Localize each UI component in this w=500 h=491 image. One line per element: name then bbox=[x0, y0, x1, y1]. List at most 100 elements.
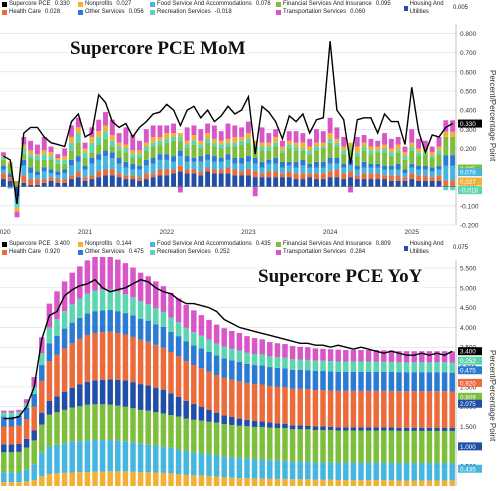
bar-segment-financial bbox=[320, 430, 326, 463]
bar-segment-financial bbox=[266, 150, 272, 160]
bar-segment-transportation bbox=[116, 133, 122, 143]
bar-segment-food bbox=[403, 463, 410, 481]
bar-segment-nonprofits bbox=[191, 475, 197, 486]
x-tick-label: 2023 bbox=[241, 229, 256, 236]
bar-segment-healthcare bbox=[184, 169, 190, 174]
bar-segment-financial bbox=[221, 424, 227, 457]
legend-value: 0.005 bbox=[452, 5, 468, 11]
bar-segment-healthcare bbox=[341, 173, 347, 180]
value-tag-box bbox=[458, 366, 482, 375]
bar-segment-transportation bbox=[130, 135, 136, 151]
bar-segment-financial bbox=[115, 405, 121, 441]
bar-segment-housing bbox=[289, 425, 296, 430]
value-tag-label: 0.435 bbox=[460, 466, 476, 473]
bar-segment-financial bbox=[28, 158, 34, 168]
bar-segment-transportation bbox=[107, 255, 113, 290]
bar-segment-nonprofits bbox=[99, 471, 106, 486]
legend-item-recreation: Recreation Services 0.252 bbox=[150, 248, 230, 256]
bar-segment-food bbox=[191, 452, 197, 476]
legend-value: 0.056 bbox=[128, 9, 144, 15]
bar-segment-housing bbox=[312, 426, 319, 431]
bar-segment-nonprofits bbox=[300, 142, 306, 149]
bar-segment-healthcare bbox=[251, 384, 258, 421]
bar-segment-financial bbox=[191, 419, 197, 453]
bar-segment-food bbox=[157, 159, 163, 170]
bar-segment-housing bbox=[69, 387, 75, 408]
bar-segment-healthcare bbox=[205, 167, 211, 172]
bar-segment-food bbox=[402, 173, 408, 178]
bar-segment-financial bbox=[373, 430, 379, 463]
legend-swatch-transportation bbox=[276, 249, 281, 255]
bar-segment-financial bbox=[23, 447, 30, 470]
bar-segment-nonprofits bbox=[177, 133, 183, 137]
bar-segment-transportation bbox=[443, 120, 449, 132]
bar-segment-other bbox=[289, 369, 296, 389]
bar-segment-other bbox=[115, 311, 121, 333]
bar-segment-housing bbox=[361, 179, 367, 187]
bar-segment-nonprofits bbox=[137, 472, 144, 486]
bar-segment-nonprofits bbox=[218, 140, 224, 145]
value-tag-box bbox=[458, 356, 482, 365]
legend-item-financial: Financial Services And Insurance 0.809 bbox=[276, 240, 391, 248]
bar-segment-housing bbox=[373, 427, 379, 431]
bar-segment-healthcare bbox=[365, 390, 372, 428]
bar-segment-healthcare bbox=[388, 175, 394, 181]
y-tick-label: -0.100 bbox=[460, 203, 479, 210]
bar-segment-recreation bbox=[177, 136, 183, 141]
bar-segment-financial bbox=[375, 152, 381, 164]
bar-segment-other bbox=[28, 167, 34, 174]
bar-segment-food bbox=[107, 440, 113, 472]
bar-segment-nonprofits bbox=[395, 144, 401, 151]
bar-segment-food bbox=[365, 462, 372, 481]
bar-segment-financial bbox=[225, 146, 231, 155]
legend-item-housing: Housing And Utilities 0.075 bbox=[404, 240, 468, 256]
bar-segment-housing bbox=[69, 179, 74, 187]
legend-item-recreation: Recreation Services -0.018 bbox=[150, 8, 232, 16]
bar-segment-healthcare bbox=[171, 169, 177, 174]
bar-segment-food bbox=[143, 165, 149, 174]
bar-segment-food bbox=[441, 463, 448, 481]
bar-segment-financial bbox=[426, 430, 433, 464]
bar-segment-other bbox=[375, 163, 381, 168]
bar-segment-other bbox=[21, 159, 27, 166]
bar-segment-nonprofits bbox=[198, 475, 205, 486]
bar-segment-financial bbox=[143, 150, 149, 160]
bar-segment-other bbox=[266, 159, 272, 164]
bar-segment-food bbox=[221, 456, 227, 478]
bar-segment-nonprofits bbox=[160, 472, 167, 486]
bar-segment-food bbox=[449, 463, 455, 481]
bar-segment-recreation bbox=[116, 146, 122, 151]
bar-segment-financial bbox=[419, 430, 425, 464]
value-tag: -0.018 bbox=[458, 186, 482, 195]
legend-name: Health Care bbox=[9, 9, 42, 15]
bar-segment-housing bbox=[82, 180, 88, 187]
bar-segment-housing bbox=[409, 179, 415, 187]
bar-segment-food bbox=[123, 167, 129, 176]
bar-segment-financial bbox=[449, 430, 455, 464]
bar-segment-transportation bbox=[92, 256, 98, 291]
legend-item-supercore: Supercore PCE 0.330 bbox=[2, 0, 70, 8]
bar-segment-recreation bbox=[99, 289, 106, 311]
bar-segment-recreation bbox=[137, 301, 144, 319]
bar-segment-financial bbox=[8, 452, 15, 473]
bar-segment-food bbox=[327, 462, 334, 480]
bar-segment-nonprofits bbox=[327, 133, 333, 139]
bar-segment-food bbox=[177, 156, 183, 166]
y-tick-label: 0.300 bbox=[460, 127, 477, 134]
bar-segment-housing bbox=[252, 177, 258, 187]
bar-segment-financial bbox=[69, 150, 74, 160]
bar-segment-nonprofits bbox=[143, 142, 149, 147]
bar-segment-housing bbox=[107, 379, 113, 405]
bar-segment-food bbox=[334, 163, 340, 170]
bar-segment-recreation bbox=[244, 352, 250, 364]
bar-segment-recreation bbox=[449, 362, 455, 373]
bar-segment-food bbox=[84, 440, 91, 473]
bar-segment-recreation bbox=[252, 144, 258, 149]
value-tag: 0.252 bbox=[458, 356, 482, 365]
bar-segment-recreation bbox=[157, 140, 163, 145]
bar-segment-food bbox=[28, 173, 34, 180]
bar-segment-food bbox=[103, 156, 108, 170]
legend-item-financial: Financial Services And Insurance 0.095 bbox=[276, 0, 391, 8]
legend-swatch-healthcare bbox=[2, 249, 7, 255]
bar-segment-food bbox=[297, 461, 303, 480]
